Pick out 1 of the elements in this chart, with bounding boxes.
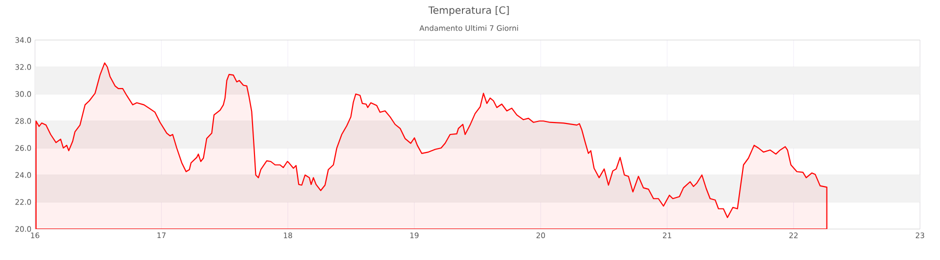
chart-title: Temperatura [C] — [428, 6, 509, 16]
